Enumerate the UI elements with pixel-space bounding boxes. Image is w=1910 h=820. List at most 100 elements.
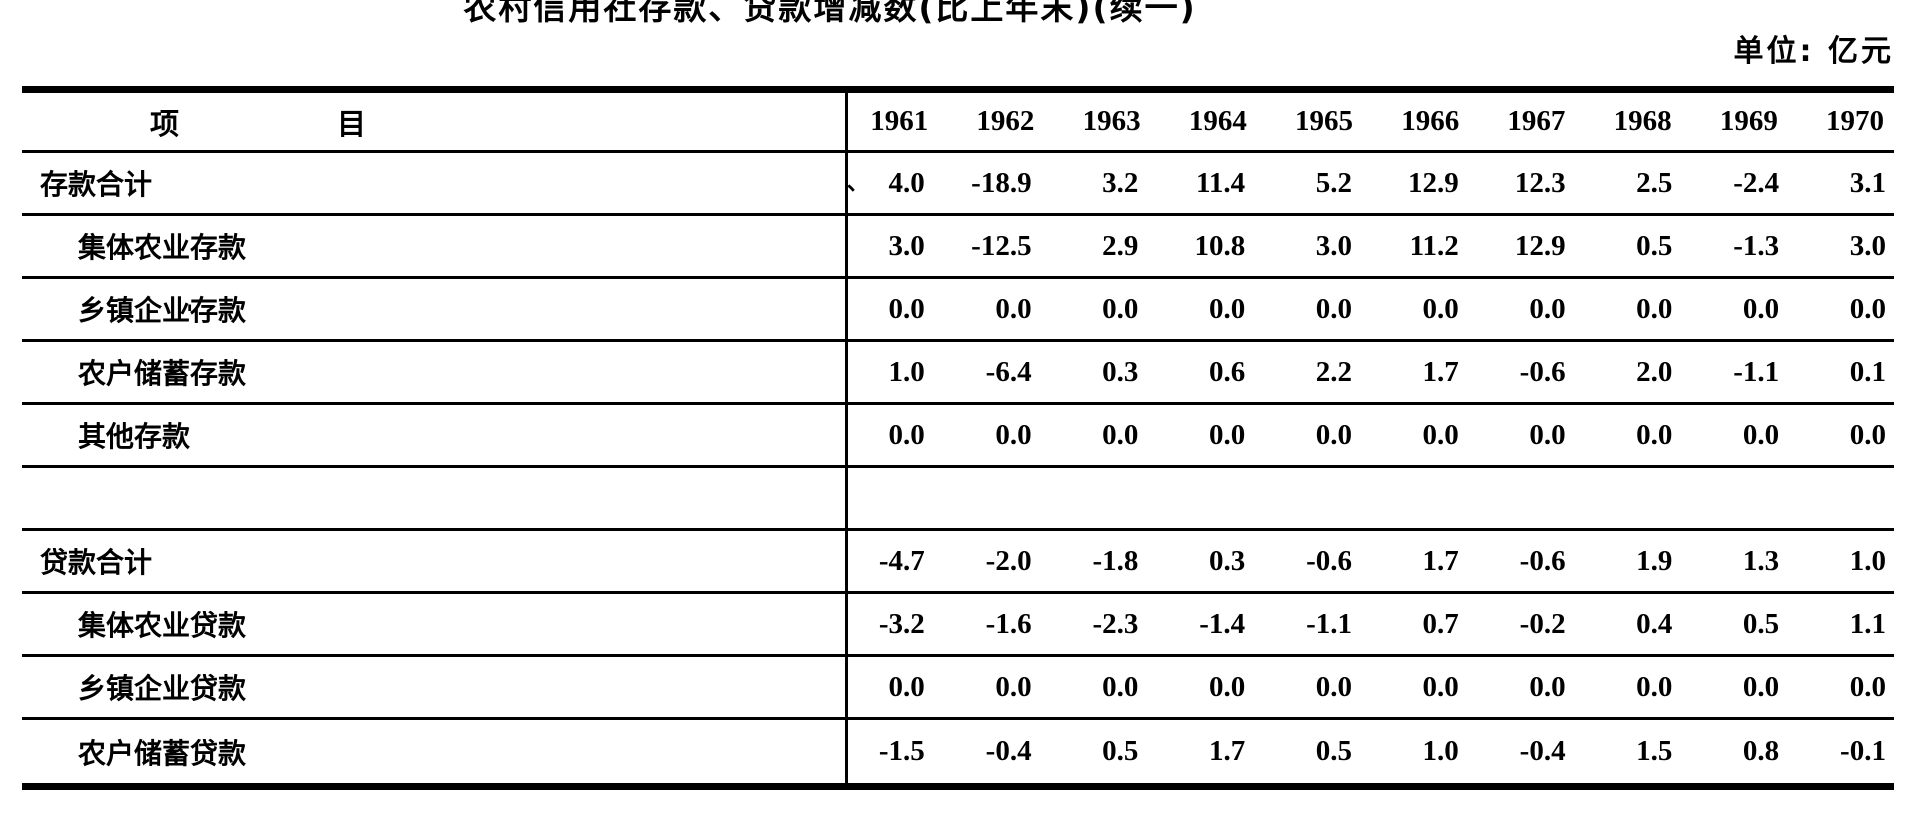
year-header-cell: 1964: [1188, 105, 1247, 137]
value-cell: 0.0: [1849, 670, 1886, 703]
value-cell: 2.5: [1636, 166, 1673, 199]
value-cell: 0.3: [1102, 355, 1139, 388]
value-cell: 12.3: [1514, 166, 1566, 199]
value-cell: 0.0: [1102, 418, 1139, 451]
value-cell: 0.0: [1422, 418, 1459, 451]
value-cell: 1.0: [888, 355, 925, 388]
unit-label: 单位: 亿元: [1733, 34, 1894, 69]
year-header-cell: 1966: [1401, 105, 1460, 137]
row-label-cell: 存款合计: [22, 153, 848, 213]
row-label-cell: 乡镇企业存款: [22, 279, 848, 339]
value-cell: 2.9: [1102, 229, 1139, 262]
value-cell: 0.5: [1742, 607, 1780, 640]
value-cell: -12.5: [971, 229, 1032, 262]
year-header-cell: 1965: [1295, 105, 1354, 137]
value-cell: 1.9: [1636, 544, 1673, 577]
value-cell: [1275, 468, 1382, 528]
value-cell: [1489, 468, 1596, 528]
value-cell: 0.8: [1742, 735, 1780, 767]
value-cell: 0.0: [1208, 418, 1246, 451]
value-cell: -0.6: [1306, 544, 1352, 577]
value-cell: 0.0: [995, 292, 1032, 325]
value-cell: -6.4: [985, 355, 1032, 388]
row-label: 农户储蓄贷款: [78, 736, 247, 770]
value-cell: 10.8: [1194, 229, 1246, 262]
value-cell: 0.0: [1208, 292, 1246, 325]
row-label-cell: 农户储蓄存款: [22, 342, 848, 402]
value-cell: 0.1: [1849, 355, 1886, 388]
value-cell: 0.0: [995, 418, 1032, 451]
value-cell: -1.6: [985, 607, 1032, 640]
table-row: 集体农业存款 3.0 -12.5 2.9 10.8 3.0 11.2 12.9 0.5 -1.3 3…: [22, 216, 1894, 279]
row-label: 存款合计: [40, 168, 153, 201]
row-label-cell: 集体农业存款: [22, 216, 848, 276]
value-cell: 0.0: [1636, 670, 1673, 703]
value-cell: 0.0: [1315, 670, 1352, 703]
value-cell: 0.0: [1102, 670, 1139, 703]
value-cell: 3.0: [1849, 229, 1886, 262]
row-label-cell: 贷款合计: [22, 531, 848, 591]
value-cell: [1702, 468, 1809, 528]
value-cell: 0.5: [1102, 735, 1139, 767]
row-label: 其他存款: [78, 420, 191, 453]
table-row: 其他存款 0.0 0.0 0.0 0.0 0.0 0.0 0.0 0.0 0.0 0.0: [22, 405, 1894, 468]
value-cell: 11.4: [1196, 166, 1246, 199]
value-cell: -0.6: [1519, 355, 1566, 388]
value-cell: [1062, 468, 1169, 528]
scan-artifact-mark: 、: [846, 171, 869, 196]
value-cell: 3.1: [1849, 166, 1886, 199]
table-row: 农户储蓄贷款 -1.5 -0.4 0.5 1.7 0.5 1.0 -0.4 1.5 0.8 -0.1: [22, 720, 1894, 783]
value-cell: 1.0: [1422, 735, 1459, 767]
value-cell: 2.0: [1636, 355, 1673, 388]
value-cell: 0.0: [1742, 670, 1780, 703]
value-cell: -2.4: [1733, 166, 1780, 199]
table-row: 集体农业贷款 -3.2 -1.6 -2.3 -1.4 -1.1 0.7 -0.2 0.4 0.5 1…: [22, 594, 1894, 657]
value-cell: 0.7: [1422, 607, 1459, 640]
item-header: 项 目: [22, 101, 845, 143]
value-cell: 0.0: [1315, 418, 1352, 451]
value-cell: 0.0: [1529, 292, 1566, 325]
row-label: 集体农业贷款: [78, 609, 247, 642]
value-cell: 2.2: [1315, 355, 1352, 388]
value-cell: 0.0: [1529, 418, 1566, 451]
row-label-cell: 其他存款: [22, 405, 848, 465]
value-cell: 0.0: [1315, 292, 1352, 325]
scan-artifact-tick: ': [186, 300, 194, 328]
value-cell: 5.2: [1315, 166, 1352, 199]
item-header-char-right: 目: [337, 106, 367, 141]
value-cell: -1.1: [1733, 355, 1780, 388]
value-cell: 1.5: [1636, 735, 1673, 767]
value-cell: 1.7: [1422, 355, 1459, 388]
year-header-cell: 1970: [1826, 105, 1885, 137]
value-cell: -1.5: [878, 735, 925, 767]
table-row: 乡镇企业存款 0.0 0.0 0.0 0.0 0.0 0.0 0.0 0.0 0.0 0.0: [22, 279, 1894, 342]
value-cell: 0.0: [1849, 418, 1886, 451]
value-cell: 1.7: [1422, 544, 1459, 577]
value-cell: 0.0: [1422, 292, 1459, 325]
value-cell: 0.0: [1422, 670, 1459, 703]
value-cell: 1.1: [1849, 607, 1886, 640]
row-label: 集体农业存款: [78, 231, 247, 264]
value-cell: -1.1: [1306, 607, 1352, 640]
value-cell: -1.3: [1733, 229, 1780, 262]
value-cell: 0.0: [888, 418, 925, 451]
data-table: 项 目 1961 1962 1963 1964 1965 1966 1967 1968 1969…: [22, 86, 1894, 790]
table-row-empty: [22, 468, 1894, 531]
value-cell: 0.0: [1636, 418, 1673, 451]
value-cell: 1.3: [1742, 544, 1780, 577]
value-cell: 0.0: [1742, 292, 1780, 325]
value-cell: 0.3: [1208, 544, 1246, 577]
value-cell: 0.0: [1208, 670, 1246, 703]
table-row: 存款合计 4.0、 -18.9 3.2 11.4 5.2 12.9 12.3 2.5 -2.4 3.…: [22, 153, 1894, 216]
value-cell: -4.7: [878, 544, 925, 577]
value-cell: 0.0: [1102, 292, 1139, 325]
value-cell: 11.2: [1409, 229, 1459, 262]
table-row: 贷款合计 -4.7 -2.0 -1.8 0.3 -0.6 1.7 -0.6 1.9 1.3 1.0: [22, 531, 1894, 594]
value-cell: 0.6: [1208, 355, 1246, 388]
row-label: 贷款合计: [40, 546, 153, 579]
row-label: 乡镇企业存款: [78, 294, 247, 327]
value-cell: 0.0: [888, 670, 925, 703]
value-cell: [1168, 468, 1275, 528]
year-header-cell: 1962: [976, 105, 1035, 137]
